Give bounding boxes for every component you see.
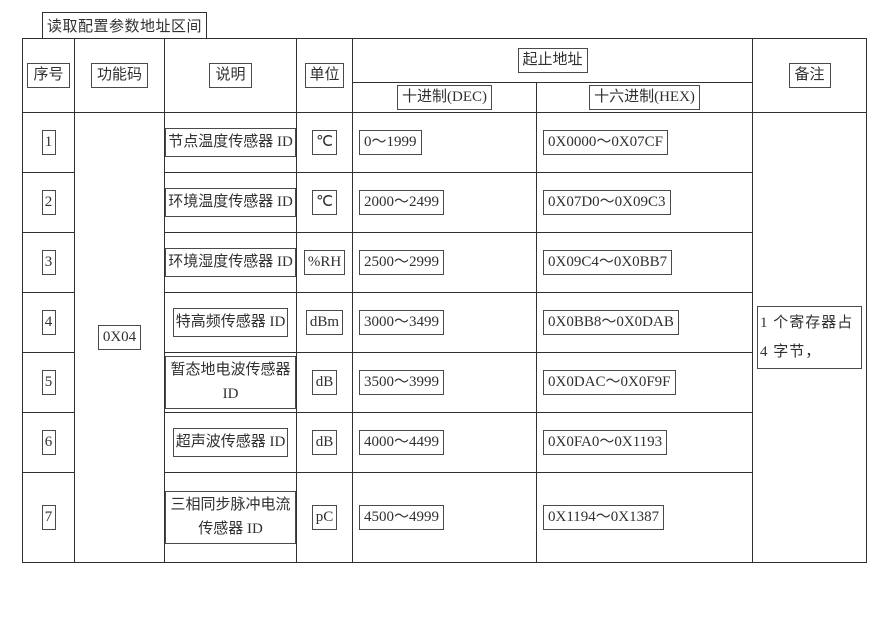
col-header-func-text: 功能码 xyxy=(91,63,148,88)
desc-text: 特高频传感器 ID xyxy=(173,308,289,337)
cell-seq: 7 xyxy=(23,473,75,563)
cell-desc: 超声波传感器 ID xyxy=(165,413,297,473)
col-header-note-text: 备注 xyxy=(789,63,831,88)
cell-dec: 3000～3499 xyxy=(353,293,537,353)
cell-unit: %RH xyxy=(297,233,353,293)
seq-text: 6 xyxy=(42,430,56,455)
table-title: 读取配置参数地址区间 xyxy=(42,12,207,39)
unit-text: ℃ xyxy=(312,130,337,155)
cell-hex: 0X0BB8～0X0DAB xyxy=(537,293,753,353)
dec-text: 0～1999 xyxy=(359,130,422,155)
col-header-unit: 单位 xyxy=(297,39,353,113)
cell-seq: 3 xyxy=(23,233,75,293)
address-table: 序号 功能码 说明 单位 起止地址 备注 十进制(DEC) 十 xyxy=(22,38,867,563)
cell-unit: pC xyxy=(297,473,353,563)
cell-unit: ℃ xyxy=(297,113,353,173)
cell-unit: dB xyxy=(297,353,353,413)
desc-text: 三相同步脉冲电流传感器 ID xyxy=(165,491,296,544)
col-header-unit-text: 单位 xyxy=(305,63,343,88)
col-header-dec: 十进制(DEC) xyxy=(353,83,537,113)
cell-hex: 0X0000～0X07CF xyxy=(537,113,753,173)
hex-text: 0X1194～0X1387 xyxy=(543,505,664,530)
unit-text: %RH xyxy=(304,250,345,275)
desc-text: 环境湿度传感器 ID xyxy=(165,248,296,277)
seq-text: 2 xyxy=(42,190,56,215)
cell-note: 1 个寄存器占 4 字节， xyxy=(753,113,867,563)
seq-text: 7 xyxy=(42,505,56,530)
hex-text: 0X0DAC～0X0F9F xyxy=(543,370,676,395)
cell-hex: 0X1194～0X1387 xyxy=(537,473,753,563)
desc-text: 暂态地电波传感器 ID xyxy=(165,356,296,409)
cell-unit: dBm xyxy=(297,293,353,353)
dec-text: 4000～4499 xyxy=(359,430,444,455)
cell-desc: 特高频传感器 ID xyxy=(165,293,297,353)
cell-func-code: 0X04 xyxy=(75,113,165,563)
desc-text: 超声波传感器 ID xyxy=(173,428,289,457)
cell-dec: 4000～4499 xyxy=(353,413,537,473)
cell-desc: 环境温度传感器 ID xyxy=(165,173,297,233)
cell-hex: 0X0FA0～0X1193 xyxy=(537,413,753,473)
col-header-desc-text: 说明 xyxy=(209,63,251,88)
cell-dec: 3500～3999 xyxy=(353,353,537,413)
col-header-hex: 十六进制(HEX) xyxy=(537,83,753,113)
dec-text: 3000～3499 xyxy=(359,310,444,335)
col-header-note: 备注 xyxy=(753,39,867,113)
dec-text: 2500～2999 xyxy=(359,250,444,275)
col-header-addr-text: 起止地址 xyxy=(518,48,588,73)
cell-hex: 0X07D0～0X09C3 xyxy=(537,173,753,233)
hex-text: 0X07D0～0X09C3 xyxy=(543,190,671,215)
col-header-desc: 说明 xyxy=(165,39,297,113)
hex-text: 0X09C4～0X0BB7 xyxy=(543,250,672,275)
cell-unit: ℃ xyxy=(297,173,353,233)
unit-text: ℃ xyxy=(312,190,337,215)
cell-desc: 暂态地电波传感器 ID xyxy=(165,353,297,413)
cell-seq: 1 xyxy=(23,113,75,173)
seq-text: 1 xyxy=(42,130,56,155)
cell-desc: 节点温度传感器 ID xyxy=(165,113,297,173)
unit-text: dB xyxy=(312,430,338,455)
unit-text: dB xyxy=(312,370,338,395)
func-code-text: 0X04 xyxy=(98,325,141,350)
cell-hex: 0X09C4～0X0BB7 xyxy=(537,233,753,293)
cell-hex: 0X0DAC～0X0F9F xyxy=(537,353,753,413)
col-header-seq: 序号 xyxy=(23,39,75,113)
col-header-hex-text: 十六进制(HEX) xyxy=(589,85,700,110)
col-header-addr: 起止地址 xyxy=(353,39,753,83)
seq-text: 3 xyxy=(42,250,56,275)
dec-text: 2000～2499 xyxy=(359,190,444,215)
cell-dec: 2000～2499 xyxy=(353,173,537,233)
dec-text: 4500～4999 xyxy=(359,505,444,530)
unit-text: pC xyxy=(312,505,338,530)
cell-dec: 4500～4999 xyxy=(353,473,537,563)
cell-seq: 5 xyxy=(23,353,75,413)
dec-text: 3500～3999 xyxy=(359,370,444,395)
cell-desc: 三相同步脉冲电流传感器 ID xyxy=(165,473,297,563)
col-header-seq-text: 序号 xyxy=(27,63,69,88)
hex-text: 0X0BB8～0X0DAB xyxy=(543,310,679,335)
col-header-func: 功能码 xyxy=(75,39,165,113)
seq-text: 5 xyxy=(42,370,56,395)
note-text: 1 个寄存器占 4 字节， xyxy=(757,306,862,369)
cell-seq: 4 xyxy=(23,293,75,353)
col-header-dec-text: 十进制(DEC) xyxy=(397,85,492,110)
table-row: 1 0X04 节点温度传感器 ID ℃ 0～1999 0X0000～0X07CF… xyxy=(23,113,867,173)
cell-seq: 6 xyxy=(23,413,75,473)
unit-text: dBm xyxy=(306,310,343,335)
hex-text: 0X0000～0X07CF xyxy=(543,130,668,155)
cell-desc: 环境湿度传感器 ID xyxy=(165,233,297,293)
desc-text: 节点温度传感器 ID xyxy=(165,128,296,157)
hex-text: 0X0FA0～0X1193 xyxy=(543,430,667,455)
cell-dec: 0～1999 xyxy=(353,113,537,173)
desc-text: 环境温度传感器 ID xyxy=(165,188,296,217)
cell-seq: 2 xyxy=(23,173,75,233)
cell-dec: 2500～2999 xyxy=(353,233,537,293)
cell-unit: dB xyxy=(297,413,353,473)
seq-text: 4 xyxy=(42,310,56,335)
